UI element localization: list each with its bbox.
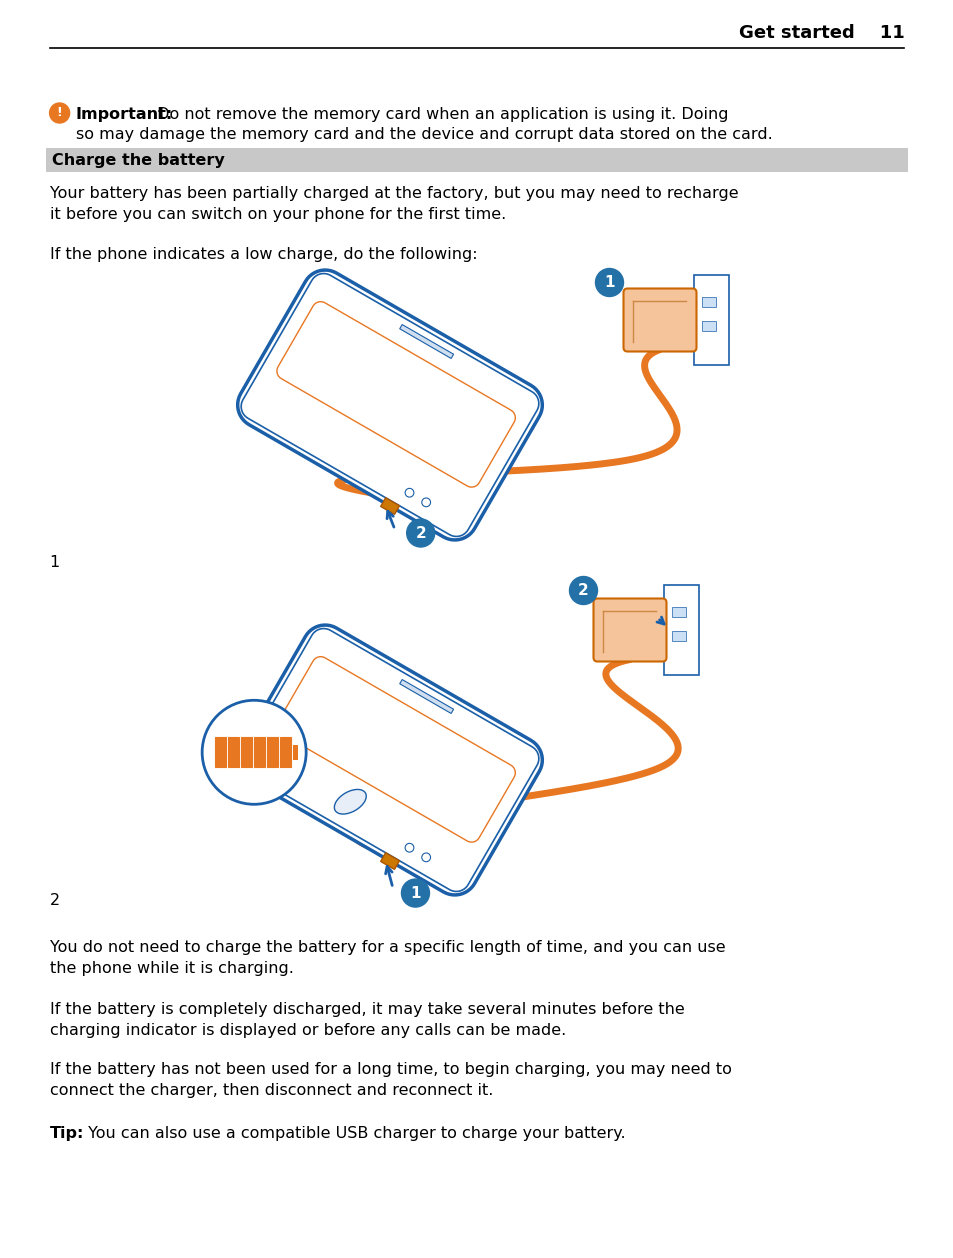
Polygon shape bbox=[237, 270, 541, 540]
Text: 2: 2 bbox=[50, 893, 60, 908]
Text: If the battery has not been used for a long time, to begin charging, you may nee: If the battery has not been used for a l… bbox=[50, 1062, 731, 1098]
Text: Tip:: Tip: bbox=[50, 1126, 84, 1141]
Bar bbox=[701, 321, 716, 331]
Text: Your battery has been partially charged at the factory, but you may need to rech: Your battery has been partially charged … bbox=[50, 186, 738, 221]
Circle shape bbox=[50, 103, 70, 123]
Text: !: ! bbox=[56, 107, 62, 120]
Text: If the battery is completely discharged, it may take several minutes before the
: If the battery is completely discharged,… bbox=[50, 1003, 683, 1038]
Text: You do not need to charge the battery for a specific length of time, and you can: You do not need to charge the battery fo… bbox=[50, 940, 724, 976]
Bar bbox=[267, 737, 278, 767]
Text: 1: 1 bbox=[410, 886, 420, 901]
Text: 2: 2 bbox=[578, 582, 588, 598]
Text: Get started    11: Get started 11 bbox=[738, 24, 903, 42]
Polygon shape bbox=[380, 498, 399, 515]
Polygon shape bbox=[276, 657, 515, 842]
Circle shape bbox=[595, 268, 623, 297]
Bar bbox=[672, 632, 686, 642]
Ellipse shape bbox=[334, 790, 366, 814]
Polygon shape bbox=[237, 625, 541, 894]
Bar bbox=[228, 737, 239, 767]
Polygon shape bbox=[399, 679, 453, 713]
Text: Do not remove the memory card when an application is using it. Doing: Do not remove the memory card when an ap… bbox=[152, 107, 727, 122]
Bar bbox=[293, 745, 298, 760]
Bar bbox=[280, 737, 291, 767]
Text: 1: 1 bbox=[50, 555, 60, 570]
Circle shape bbox=[569, 576, 597, 605]
Bar bbox=[46, 148, 907, 172]
Text: so may damage the memory card and the device and corrupt data stored on the card: so may damage the memory card and the de… bbox=[75, 127, 772, 142]
Text: 1: 1 bbox=[603, 276, 614, 291]
Polygon shape bbox=[276, 302, 515, 487]
Polygon shape bbox=[380, 853, 399, 869]
Text: You can also use a compatible USB charger to charge your battery.: You can also use a compatible USB charge… bbox=[83, 1126, 624, 1141]
Circle shape bbox=[406, 520, 435, 547]
Bar bbox=[241, 737, 252, 767]
Text: Charge the battery: Charge the battery bbox=[51, 153, 224, 169]
FancyBboxPatch shape bbox=[623, 288, 696, 351]
Bar bbox=[253, 737, 265, 767]
Bar bbox=[664, 585, 699, 676]
Circle shape bbox=[202, 701, 306, 804]
FancyBboxPatch shape bbox=[593, 599, 666, 662]
Bar bbox=[694, 276, 729, 365]
Text: 2: 2 bbox=[415, 526, 426, 541]
Text: Important:: Important: bbox=[75, 107, 172, 122]
Polygon shape bbox=[399, 325, 453, 359]
Bar bbox=[701, 297, 716, 307]
Bar bbox=[672, 608, 686, 616]
Circle shape bbox=[401, 879, 429, 907]
Bar bbox=[215, 737, 226, 767]
Text: If the phone indicates a low charge, do the following:: If the phone indicates a low charge, do … bbox=[50, 247, 476, 262]
